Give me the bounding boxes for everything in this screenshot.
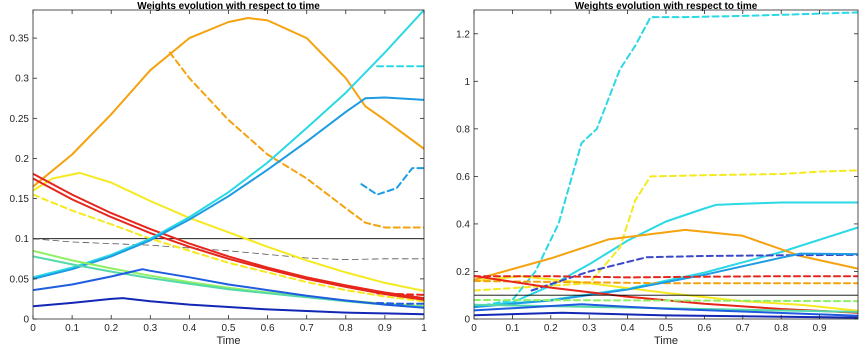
y-tick-label: 0.2 <box>15 154 29 165</box>
series-line-9 <box>474 275 858 279</box>
series-line-15 <box>474 311 858 319</box>
series-line-16 <box>376 301 424 305</box>
chart-left: 0 0.1 0.2 0.3 0.4 0.5 0.6 0.7 0.8 0.9 1 0 0.05 0.1 0.1… <box>10 1 428 347</box>
x-tick-label: 0.4 <box>621 323 635 334</box>
series-line-11 <box>33 96 424 280</box>
series-line-5 <box>33 193 424 303</box>
series-line-4 <box>33 171 424 292</box>
series-line-14 <box>474 303 858 317</box>
x-axis-label: Time <box>654 335 678 347</box>
x-tick-label: 0.6 <box>697 323 711 334</box>
y-tick-label: 0.35 <box>10 34 30 45</box>
y-tick-label: 0.6 <box>456 172 470 183</box>
series-group <box>33 10 424 316</box>
x-tick-label: 0.6 <box>261 323 275 334</box>
series-group <box>474 11 858 319</box>
series-line-6 <box>474 280 858 285</box>
x-tick-label: 0.4 <box>182 323 196 334</box>
series-line-1 <box>33 238 424 261</box>
series-line-7 <box>33 177 424 301</box>
x-tick-label: 0 <box>471 323 477 334</box>
series-line-7 <box>530 253 858 292</box>
series-line-0 <box>474 11 858 309</box>
y-tick-label: 0.1 <box>15 234 29 245</box>
x-tick-label: 0.9 <box>813 323 827 334</box>
y-tick-label: 0.4 <box>456 219 470 230</box>
series-line-17 <box>33 297 424 316</box>
series-line-2 <box>33 17 424 188</box>
y-tick-label: 0.05 <box>10 274 30 285</box>
x-tick-label: 0.2 <box>104 323 118 334</box>
series-line-9 <box>33 10 424 279</box>
series-line-3 <box>168 51 424 229</box>
series-line-12 <box>474 299 858 303</box>
y-tick-label: 0.2 <box>456 267 470 278</box>
chart-title: Weights evolution with respect to time <box>575 1 758 12</box>
y-tick-label: 0.25 <box>10 114 30 125</box>
x-tick-label: 0.8 <box>339 323 353 334</box>
x-tick-label: 0.1 <box>65 323 79 334</box>
series-line-8 <box>376 292 424 296</box>
chart-right: 0 0.1 0.2 0.3 0.4 0.5 0.6 0.7 0.8 0.9 0 0.2 0.4 0.6 0.… <box>456 1 859 347</box>
x-tick-label: 0.3 <box>143 323 157 334</box>
y-tick-label: 1.2 <box>456 29 470 40</box>
series-line-15 <box>33 268 424 309</box>
series-line-6 <box>33 172 424 300</box>
series-line-12 <box>360 167 424 196</box>
x-tick-label: 0.5 <box>222 323 236 334</box>
x-tick-label: 0 <box>30 323 36 334</box>
x-tick-label: 0.9 <box>378 323 392 334</box>
x-tick-label: 0.7 <box>736 323 750 334</box>
x-tick-label: 0.1 <box>505 323 519 334</box>
y-tick-label: 0.8 <box>456 124 470 135</box>
y-tick-label: 0.15 <box>10 194 30 205</box>
x-tick-label: 0.2 <box>544 323 558 334</box>
x-tick-label: 1 <box>421 323 427 334</box>
x-axis-label: Time <box>216 335 240 347</box>
series-line-3 <box>474 169 858 292</box>
x-tick-label: 0.3 <box>582 323 596 334</box>
chart-title: Weights evolution with respect to time <box>137 1 320 12</box>
y-tick-label: 0 <box>23 315 29 326</box>
y-tick-label: 0 <box>464 315 470 326</box>
x-tick-label: 0.8 <box>774 323 788 334</box>
x-tick-label: 0.5 <box>659 323 673 334</box>
y-tick-label: 1 <box>464 77 470 88</box>
y-tick-label: 0.3 <box>15 74 29 85</box>
x-tick-label: 0.7 <box>300 323 314 334</box>
series-line-1 <box>474 201 858 309</box>
